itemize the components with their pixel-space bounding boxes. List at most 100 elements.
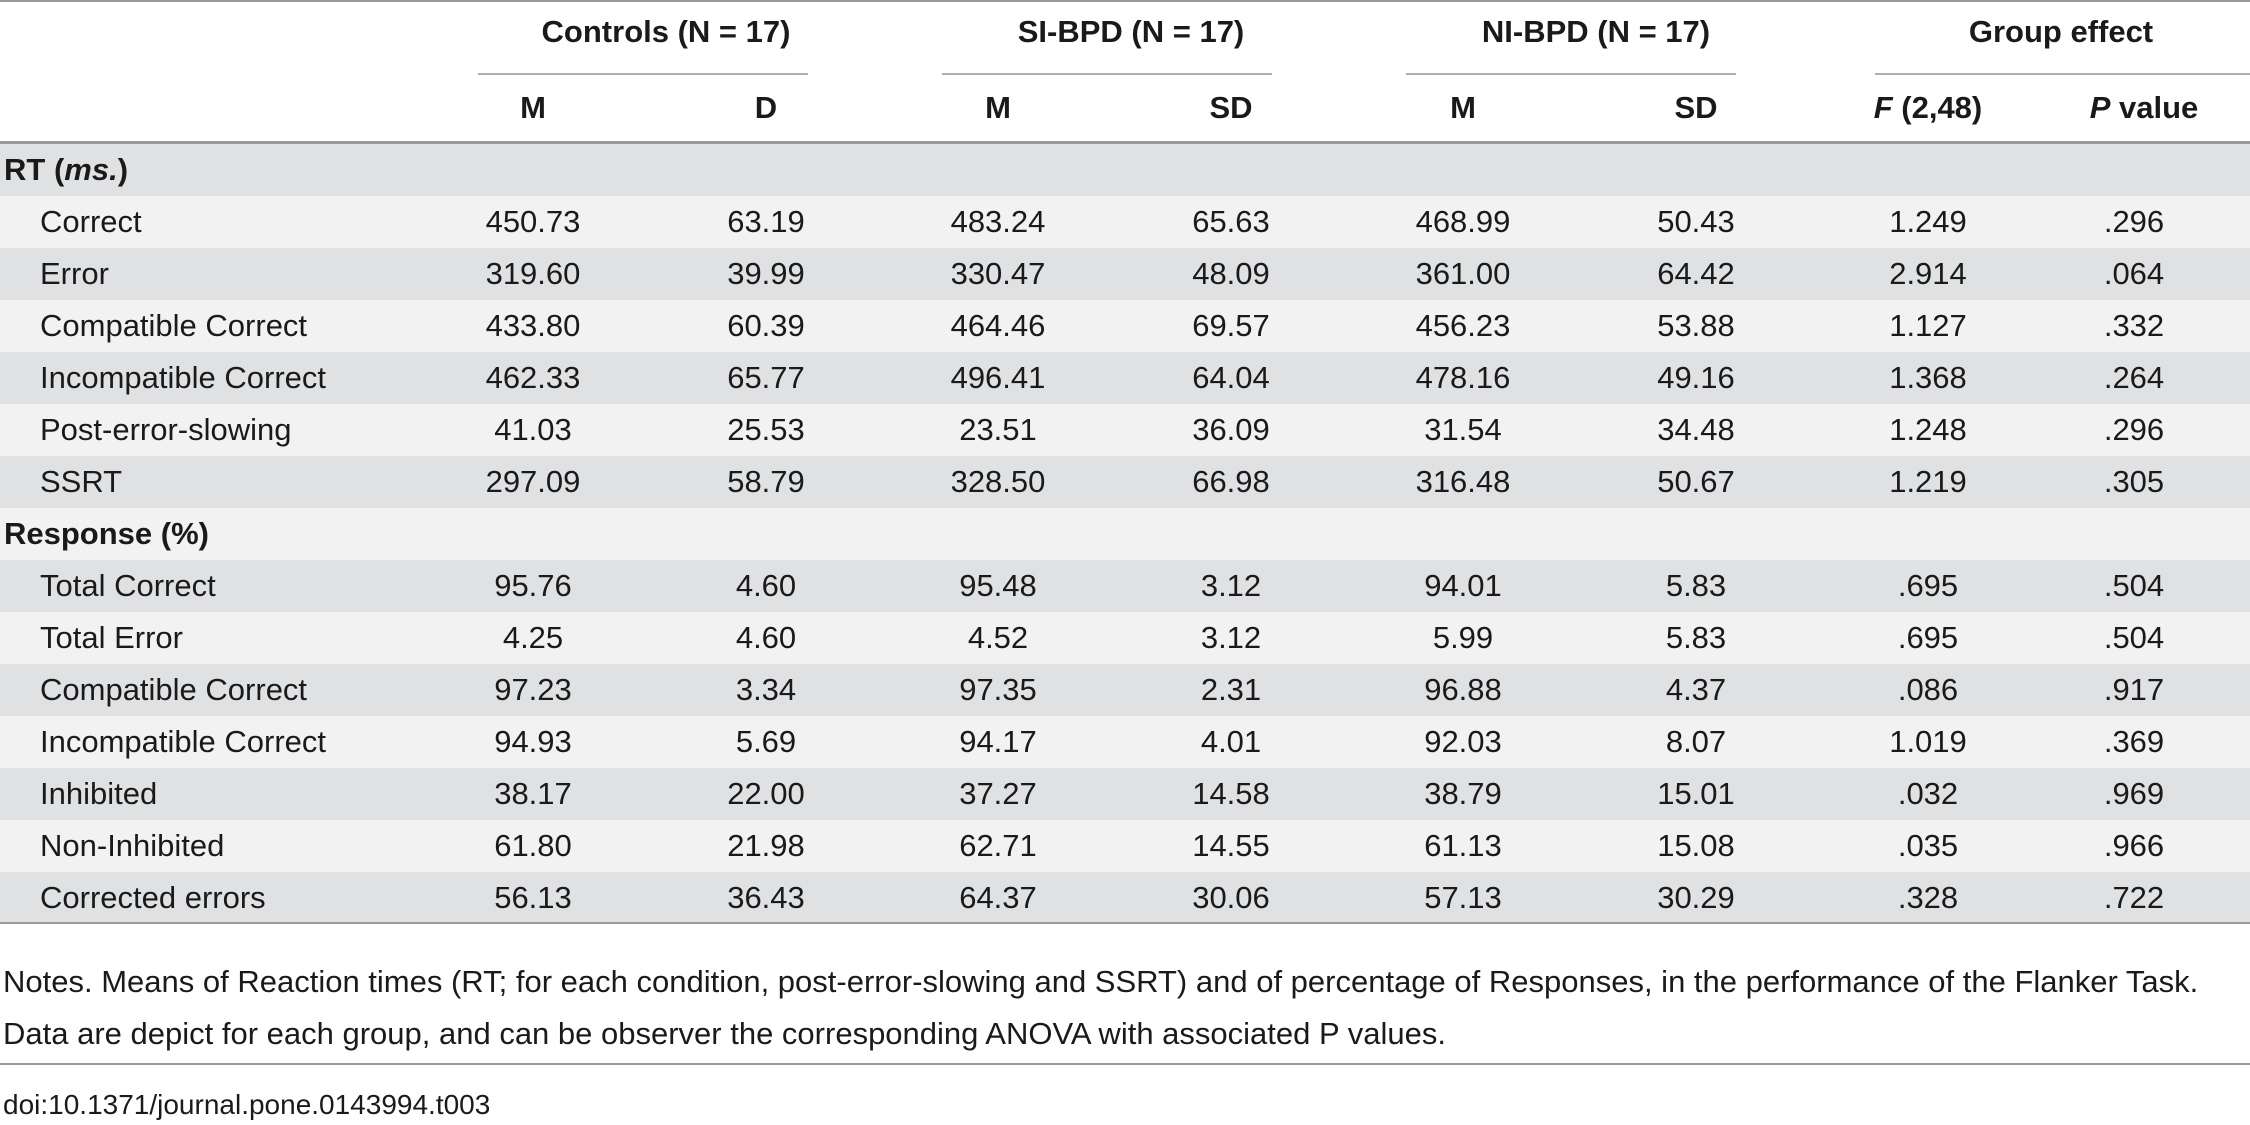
- table-cell: 1.249: [1889, 204, 1967, 239]
- section-title: Response (%): [4, 516, 209, 551]
- table-cell: .328: [1897, 880, 1959, 915]
- table-cell: 64.04: [1192, 360, 1270, 395]
- group-underline-controls: [478, 73, 808, 75]
- table-cell: 2.914: [1889, 256, 1967, 291]
- table-cell: 468.99: [1415, 204, 1511, 239]
- table-cell: 4.52: [967, 620, 1029, 655]
- table-cell: 462.33: [485, 360, 581, 395]
- table-cell: .086: [1897, 672, 1959, 707]
- table-cell: 94.01: [1424, 568, 1502, 603]
- section-header-row: Response (%): [0, 508, 2250, 560]
- table-cell: 64.42: [1657, 256, 1735, 291]
- table-cell: 297.09: [485, 464, 581, 499]
- table-cell: 39.99: [727, 256, 805, 291]
- table-cell: 1.219: [1889, 464, 1967, 499]
- table-cell: 36.43: [727, 880, 805, 915]
- table-cell: 25.53: [727, 412, 805, 447]
- table-row: Corrected errors 56.13 36.43 64.37 30.06 57.1…: [0, 872, 2250, 924]
- header-bottom-rule: [0, 141, 2250, 144]
- table-cell: 5.83: [1665, 620, 1727, 655]
- table-cell: 37.27: [959, 776, 1037, 811]
- table-cell: 64.37: [959, 880, 1037, 915]
- table-row: Post-error-slowing 41.03 25.53 23.51 36.09 31…: [0, 404, 2250, 456]
- table-cell: 92.03: [1424, 724, 1502, 759]
- table-cell: 4.01: [1200, 724, 1262, 759]
- row-label: Post-error-slowing: [40, 412, 292, 447]
- table-row: SSRT 297.09 58.79 328.50 66.98 316.48 50.67 1.2…: [0, 456, 2250, 508]
- table-cell: 5.83: [1665, 568, 1727, 603]
- table-cell: 57.13: [1424, 880, 1502, 915]
- table-cell: .917: [2103, 672, 2165, 707]
- table-cell: 5.69: [735, 724, 797, 759]
- table-cell: 3.34: [735, 672, 797, 707]
- table-cell: .504: [2103, 620, 2165, 655]
- table-cell: 66.98: [1192, 464, 1270, 499]
- row-label: Inhibited: [40, 776, 158, 811]
- table-cell: .969: [2103, 776, 2165, 811]
- row-label: Incompatible Correct: [40, 360, 327, 395]
- group-header-si-bpd: SI-BPD (N = 17): [1017, 14, 1245, 49]
- table-cell: .722: [2103, 880, 2165, 915]
- table-row: Error 319.60 39.99 330.47 48.09 361.00 64.42 2.…: [0, 248, 2250, 300]
- row-label: SSRT: [40, 464, 123, 499]
- table-row: Total Error 4.25 4.60 4.52 3.12 5.99 5.83 .695.…: [0, 612, 2250, 664]
- table-cell: 361.00: [1415, 256, 1511, 291]
- subheader-ni-bpd-m: M: [1450, 90, 1476, 125]
- table-cell: 94.17: [959, 724, 1037, 759]
- subheader-p-value: P value: [2089, 90, 2199, 125]
- table-cell: 450.73: [485, 204, 581, 239]
- table-row: Compatible Correct 97.23 3.34 97.35 2.31 96.8…: [0, 664, 2250, 716]
- row-label: Corrected errors: [40, 880, 266, 915]
- table-cell: 96.88: [1424, 672, 1502, 707]
- table-notes: Notes. Means of Reaction times (RT; for …: [3, 964, 2199, 1051]
- row-label: Error: [40, 256, 109, 291]
- table-cell: 1.019: [1889, 724, 1967, 759]
- table-cell: .966: [2103, 828, 2165, 863]
- table-cell: 22.00: [727, 776, 805, 811]
- table-cell: 69.57: [1192, 308, 1270, 343]
- subheader-controls-m: M: [520, 90, 546, 125]
- table-cell: 94.93: [494, 724, 572, 759]
- table-cell: 38.79: [1424, 776, 1502, 811]
- table-body: RT (ms.) Correct 450.73 63.19 483.24 65.63 468…: [0, 144, 2250, 924]
- table-cell: 3.12: [1200, 620, 1262, 655]
- table-cell: 5.99: [1432, 620, 1494, 655]
- table-row: Inhibited 38.17 22.00 37.27 14.58 38.79 15.01.…: [0, 768, 2250, 820]
- table-top-rule: [0, 0, 2250, 2]
- table-cell: .305: [2103, 464, 2165, 499]
- table-bottom-rule: [0, 922, 2250, 924]
- group-underline-group-effect: [1875, 73, 2250, 75]
- table-cell: 456.23: [1415, 308, 1511, 343]
- doi-label: doi:10.1371/journal.pone.0143994.t003: [3, 1089, 491, 1120]
- row-label: Non-Inhibited: [40, 828, 225, 863]
- table-row: Non-Inhibited 61.80 21.98 62.71 14.55 61.13 15…: [0, 820, 2250, 872]
- table-cell: 3.12: [1200, 568, 1262, 603]
- subheader-f-statistic: F (2,48): [1873, 90, 1983, 125]
- table-cell: 15.08: [1657, 828, 1735, 863]
- notes-bottom-rule: [0, 1063, 2250, 1065]
- table-cell: 41.03: [494, 412, 572, 447]
- table-cell: 23.51: [959, 412, 1037, 447]
- row-label: Compatible Correct: [40, 308, 308, 343]
- table-cell: 433.80: [485, 308, 581, 343]
- table-cell: 31.54: [1424, 412, 1502, 447]
- table-cell: .296: [2103, 412, 2165, 447]
- table-cell: 56.13: [494, 880, 572, 915]
- table-cell: 34.48: [1657, 412, 1735, 447]
- table-cell: .064: [2103, 256, 2165, 291]
- group-header-group-effect: Group effect: [1968, 14, 2154, 49]
- table-cell: 483.24: [950, 204, 1046, 239]
- table-cell: 330.47: [950, 256, 1046, 291]
- table-cell: 62.71: [959, 828, 1037, 863]
- table-cell: .296: [2103, 204, 2165, 239]
- row-label: Compatible Correct: [40, 672, 308, 707]
- row-label: Total Error: [40, 620, 183, 655]
- table-cell: .695: [1897, 620, 1959, 655]
- table-cell: 21.98: [727, 828, 805, 863]
- table-cell: 36.09: [1192, 412, 1270, 447]
- table-cell: 65.77: [727, 360, 805, 395]
- table-cell: 95.48: [959, 568, 1037, 603]
- table-row: Compatible Correct 433.80 60.39 464.46 69.57…: [0, 300, 2250, 352]
- subheader-si-bpd-m: M: [985, 90, 1011, 125]
- subheader-controls-d: D: [754, 90, 778, 125]
